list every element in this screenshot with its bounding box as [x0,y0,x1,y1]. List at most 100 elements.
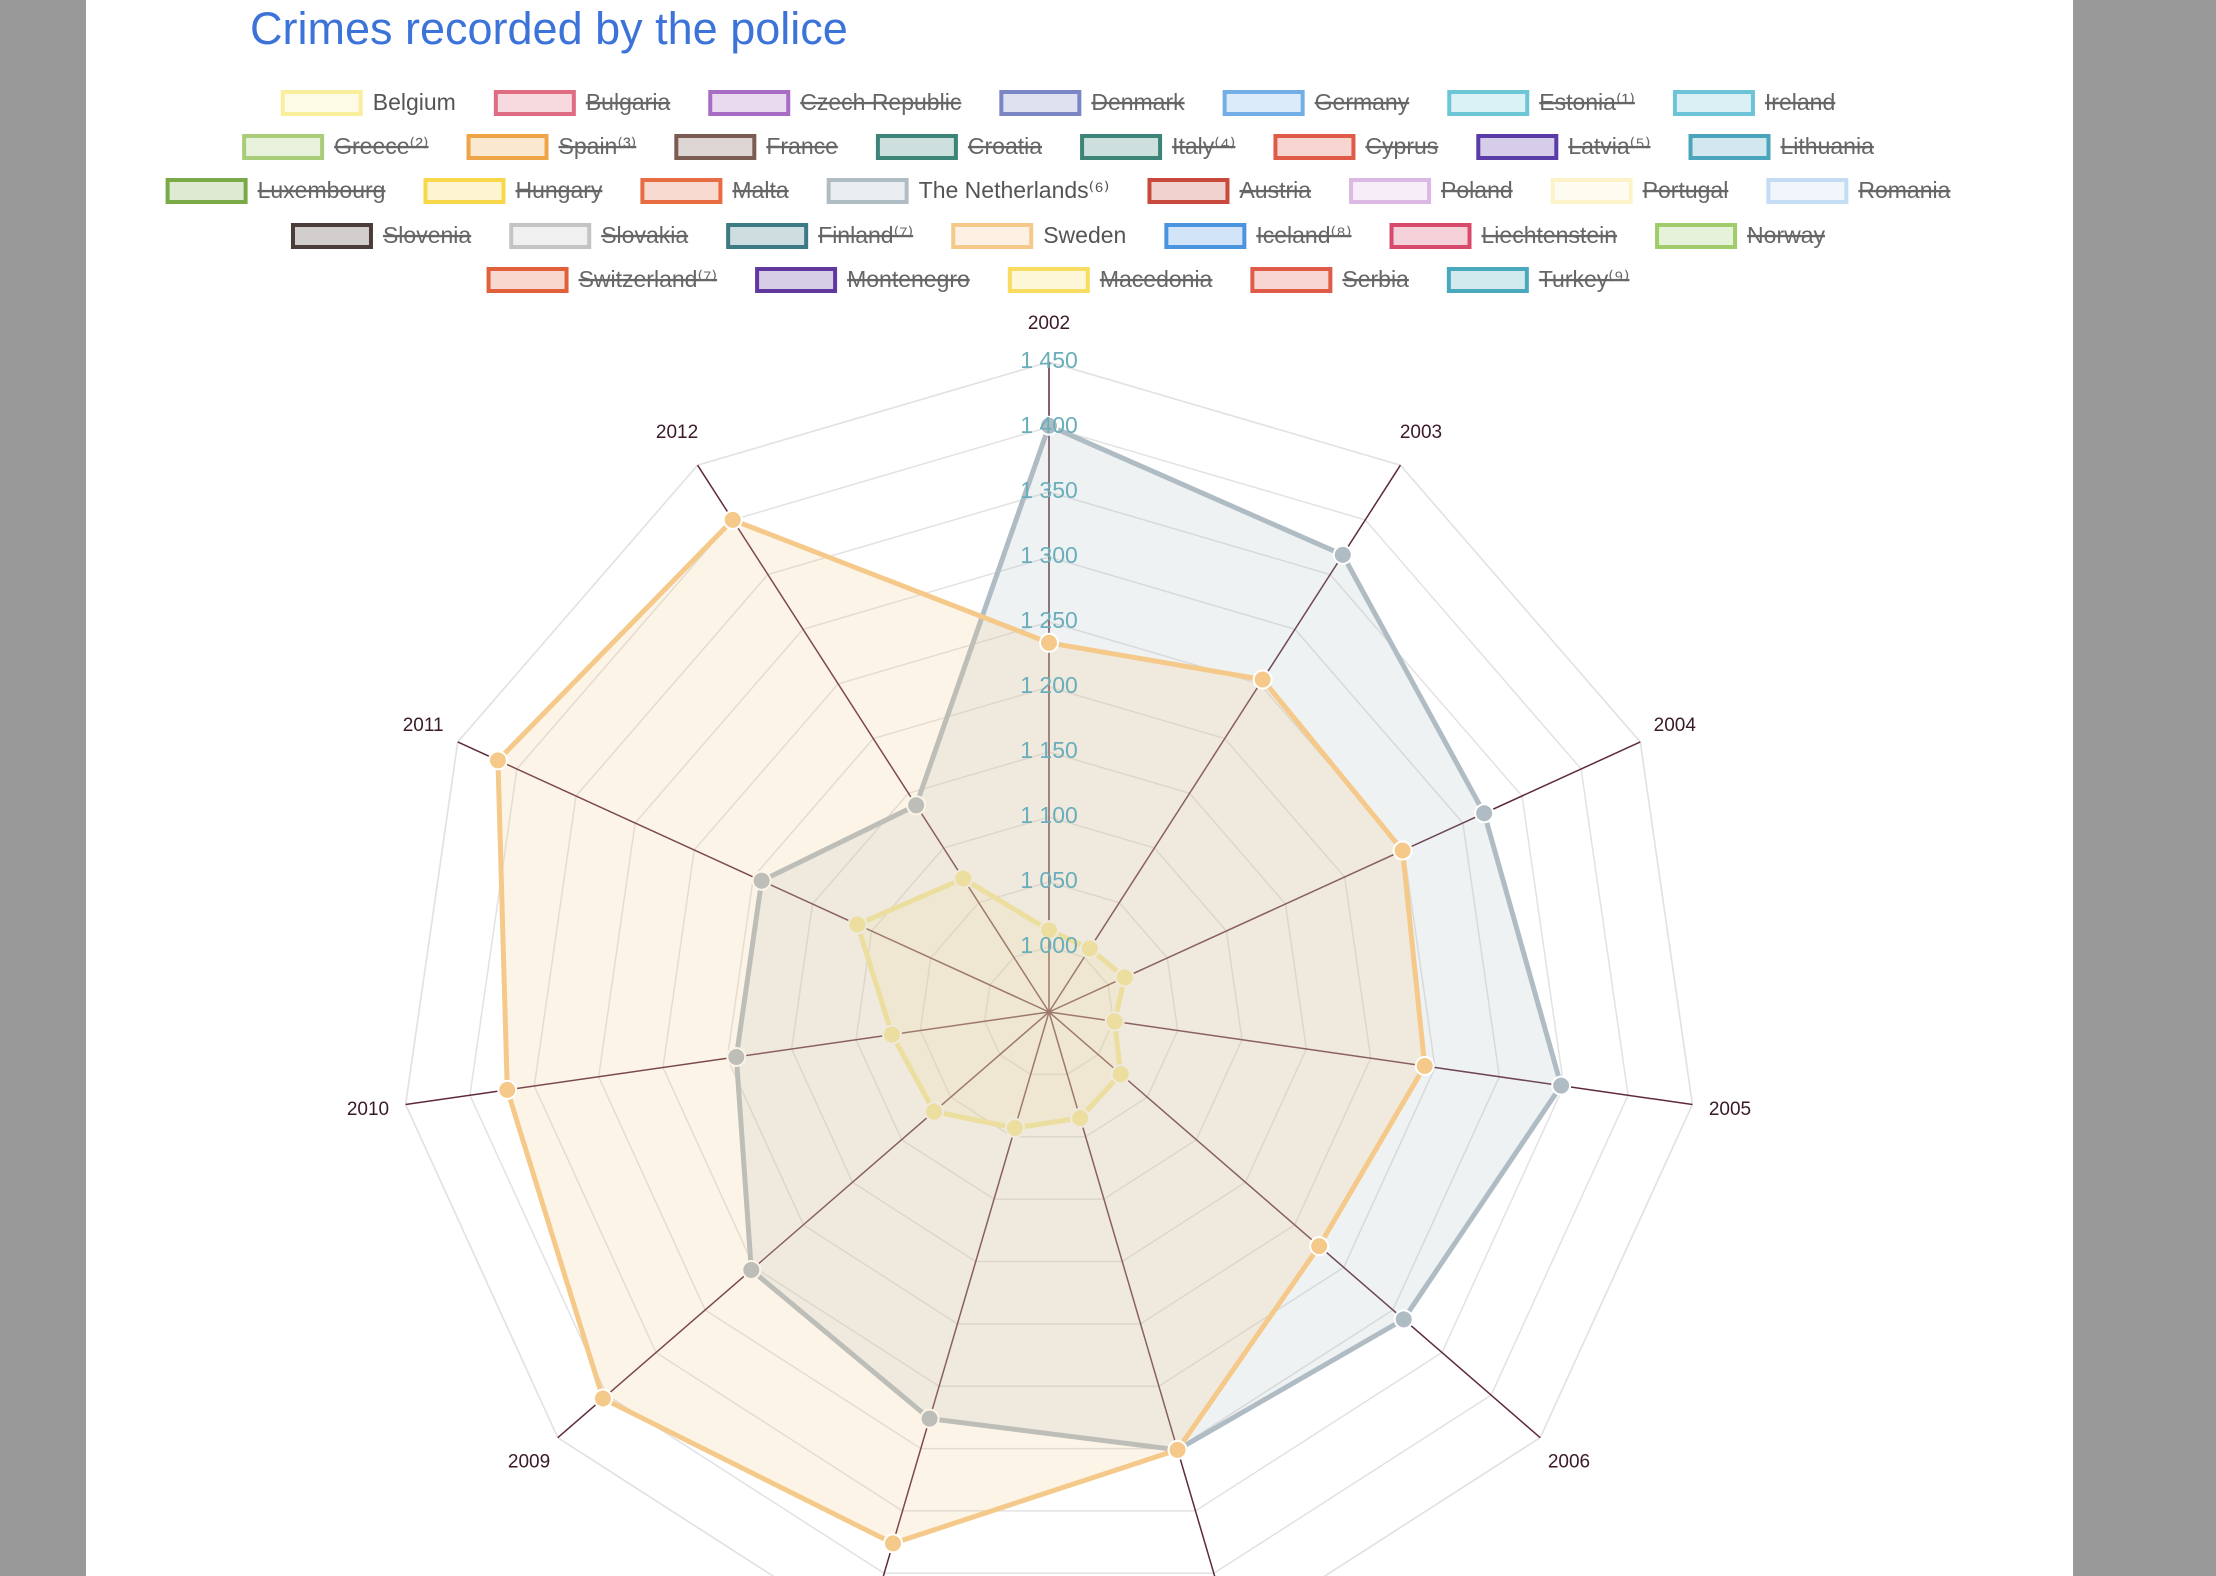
data-point [919,1408,940,1429]
legend-item[interactable]: Finland⁽⁷⁾ [726,222,913,249]
legend-item[interactable]: Romania [1766,177,1951,204]
legend-swatch [1672,90,1755,116]
data-point [1114,967,1135,988]
category-label: 2002 [1028,313,1070,334]
legend-swatch [242,134,325,160]
category-label: 2004 [1654,715,1697,736]
legend-item[interactable]: Austria [1147,177,1311,204]
legend-label: Poland [1441,177,1513,203]
legend-item[interactable]: Latvia⁽⁵⁾ [1476,133,1651,160]
legend-item[interactable]: Belgium [280,89,456,116]
data-point [1070,1108,1091,1129]
legend-swatch [1389,223,1472,249]
data-point [741,1259,762,1280]
axis-spoke [1048,741,1641,1013]
legend-swatch [826,178,909,204]
legend-item[interactable]: Lithuania [1688,133,1875,160]
grid-ring [855,816,1243,1200]
legend-item[interactable]: France [674,133,838,160]
legend-label: Macedonia [1100,266,1213,292]
r-tick-label: 1 350 [1020,477,1078,503]
category-label: 2003 [1400,422,1442,443]
legend-swatch [1147,178,1230,204]
legend-item[interactable]: Germany [1222,89,1410,116]
legend-label: Hungary [515,177,602,203]
legend-item[interactable]: Montenegro [755,266,970,293]
r-tick-label: 1 150 [1020,737,1078,763]
legend-item[interactable]: Macedonia [1007,266,1213,293]
legend-item[interactable]: Iceland⁽⁸⁾ [1164,222,1352,249]
legend-item[interactable]: Greece⁽²⁾ [242,133,429,160]
data-point [924,1101,945,1122]
legend-item[interactable]: Switzerland⁽⁷⁾ [486,266,718,293]
chart-panel [86,0,2073,1576]
legend-swatch [726,223,809,249]
legend-swatch [423,178,506,204]
legend-label: Estonia⁽¹⁾ [1539,89,1635,115]
legend-item[interactable]: Ireland [1672,89,1835,116]
legend-swatch [640,178,723,204]
r-tick-label: 1 100 [1020,802,1078,828]
legend-item[interactable]: Italy⁽⁴⁾ [1080,133,1235,160]
data-point [1104,1011,1125,1032]
data-point [487,750,508,771]
legend-item[interactable]: Portugal [1550,177,1729,204]
legend-item[interactable]: Bulgaria [493,89,671,116]
legend-swatch [280,90,363,116]
legend-item[interactable]: Malta [640,177,789,204]
r-tick-label: 1 050 [1020,867,1078,893]
legend-label: Switzerland⁽⁷⁾ [579,266,718,292]
legend-item[interactable]: Cyprus [1273,133,1438,160]
legend-label: Liechtenstein [1482,222,1618,248]
legend-swatch [999,90,1082,116]
legend-item[interactable]: Norway [1655,222,1826,249]
legend-item[interactable]: Denmark [999,89,1185,116]
legend-item[interactable]: Czech Republic [708,89,961,116]
legend-label: Serbia [1342,266,1409,292]
data-point [722,509,743,530]
data-point [1252,669,1273,690]
legend-swatch [1273,134,1356,160]
legend-swatch [1007,267,1090,293]
r-tick-label: 1 400 [1020,412,1078,438]
data-point [1110,1064,1131,1085]
legend-item[interactable]: Serbia [1250,266,1409,293]
legend-item[interactable]: Turkey⁽⁹⁾ [1446,266,1630,293]
legend-item[interactable]: The Netherlands⁽⁶⁾ [826,177,1110,204]
data-point [1414,1056,1435,1077]
data-point [1039,920,1059,941]
legend-swatch [1222,90,1305,116]
legend-item[interactable]: Luxembourg [165,177,386,204]
grid-ring [983,946,1115,1076]
legend-item[interactable]: Sweden [951,222,1126,249]
legend-label: Italy⁽⁴⁾ [1172,133,1235,159]
legend-swatch [493,90,576,116]
legend-swatch [1550,178,1633,204]
legend-item[interactable]: Croatia [875,133,1042,160]
legend-label: Lithuania [1781,133,1875,159]
legend-label: Belgium [373,89,456,115]
legend-swatch [1349,178,1432,204]
legend-item[interactable]: Estonia⁽¹⁾ [1447,89,1635,116]
legend-swatch [1447,90,1530,116]
series-area [495,516,1428,1547]
legend-label: Czech Republic [800,89,961,115]
legend-label: Cyprus [1365,133,1438,159]
legend-item[interactable]: Spain⁽³⁾ [466,133,637,160]
category-label: 2006 [1548,1452,1590,1473]
legend-item[interactable]: Poland [1349,177,1513,204]
axis-spoke [557,1011,1050,1439]
legend-swatch [1250,267,1333,293]
legend-item[interactable]: Hungary [423,177,603,204]
data-point [1392,840,1413,861]
legend-item[interactable]: Liechtenstein [1389,222,1618,249]
legend-item[interactable]: Slovakia [509,222,688,249]
legend-swatch [509,223,592,249]
legend-swatch [1446,267,1529,293]
legend-label: Montenegro [847,266,970,292]
legend-label: France [766,133,838,159]
legend-swatch [875,134,958,160]
legend-item[interactable]: Slovenia [290,222,471,249]
